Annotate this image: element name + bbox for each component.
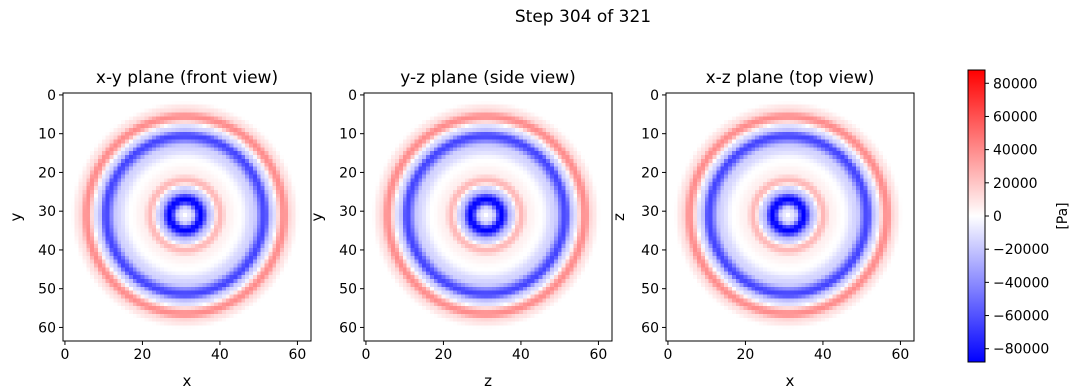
y-tick-label: 0 (47, 88, 56, 104)
x-axis-label: x (786, 372, 795, 390)
y-tick-label: 20 (38, 165, 56, 181)
x-tick-label: 20 (134, 347, 152, 363)
y-tick-label: 50 (38, 282, 56, 298)
colorbar-tick-label: −60000 (993, 309, 1049, 325)
colorbar-tick-label: −20000 (993, 242, 1049, 258)
colorbar: 80000 60000 40000 20000 0 −20000 −40000 −60000 −… (967, 69, 1071, 363)
colorbar-tick-label: 40000 (993, 143, 1038, 159)
heatmap-image (364, 93, 612, 341)
x-tick-label: 0 (361, 347, 370, 363)
colorbar-tick-label: 0 (993, 209, 1002, 225)
y-axis-label: z (610, 213, 628, 221)
x-tick-label: 60 (289, 347, 307, 363)
y-tick-label: 20 (339, 165, 357, 181)
heatmap-panel: x-y plane (front view)0 20 40 6001020304050… (7, 68, 312, 390)
y-axis-label: y (7, 212, 25, 221)
y-tick-label: 50 (641, 282, 659, 298)
heatmap-panel: x-z plane (top view)0 20 40 600102030405060… (610, 68, 915, 390)
y-tick-label: 60 (641, 320, 659, 336)
figure-suptitle: Step 304 of 321 (515, 7, 651, 27)
y-tick-label: 0 (650, 88, 659, 104)
y-tick-label: 60 (38, 320, 56, 336)
y-tick-label: 10 (339, 127, 357, 143)
x-tick-label: 60 (590, 347, 608, 363)
y-tick-label: 30 (641, 204, 659, 220)
x-tick-label: 40 (211, 347, 229, 363)
colorbar-tick-label: −80000 (993, 342, 1049, 358)
x-tick-label: 20 (737, 347, 755, 363)
y-tick-label: 60 (339, 320, 357, 336)
heatmap-image (666, 93, 914, 341)
x-tick-label: 20 (435, 347, 453, 363)
y-tick-label: 10 (641, 127, 659, 143)
x-axis-label: z (484, 372, 492, 390)
y-tick-label: 20 (641, 165, 659, 181)
y-axis-label: y (308, 212, 326, 221)
y-tick-label: 0 (348, 88, 357, 104)
x-axis-label: x (183, 372, 192, 390)
y-tick-label: 40 (641, 243, 659, 259)
panel-title: x-z plane (top view) (706, 68, 875, 88)
axes-frame (363, 92, 613, 342)
colorbar-tick-label: 80000 (993, 76, 1038, 92)
colorbar-label: [Pa] (1055, 202, 1071, 229)
heatmap-panel: y-z plane (side view)0 20 40 60010203040506… (308, 68, 613, 390)
y-tick-label: 10 (38, 127, 56, 143)
heatmap-image (63, 93, 311, 341)
axes-frame (665, 92, 915, 342)
colorbar-tick-label: 60000 (993, 109, 1038, 125)
colorbar-gradient (968, 70, 985, 362)
axes-frame (62, 92, 312, 342)
heatmap-panels: x-y plane (front view)0 20 40 6001020304050… (7, 68, 915, 390)
panel-title: y-z plane (side view) (400, 68, 575, 88)
x-tick-label: 40 (814, 347, 832, 363)
colorbar-tick-label: −40000 (993, 275, 1049, 291)
y-tick-label: 40 (339, 243, 357, 259)
colorbar-tick-label: 20000 (993, 176, 1038, 192)
x-tick-label: 0 (663, 347, 672, 363)
y-tick-label: 30 (38, 204, 56, 220)
x-tick-label: 60 (892, 347, 910, 363)
panel-title: x-y plane (front view) (96, 68, 278, 88)
y-tick-label: 50 (339, 282, 357, 298)
x-tick-label: 40 (512, 347, 530, 363)
x-tick-label: 0 (60, 347, 69, 363)
y-tick-label: 40 (38, 243, 56, 259)
y-tick-label: 30 (339, 204, 357, 220)
